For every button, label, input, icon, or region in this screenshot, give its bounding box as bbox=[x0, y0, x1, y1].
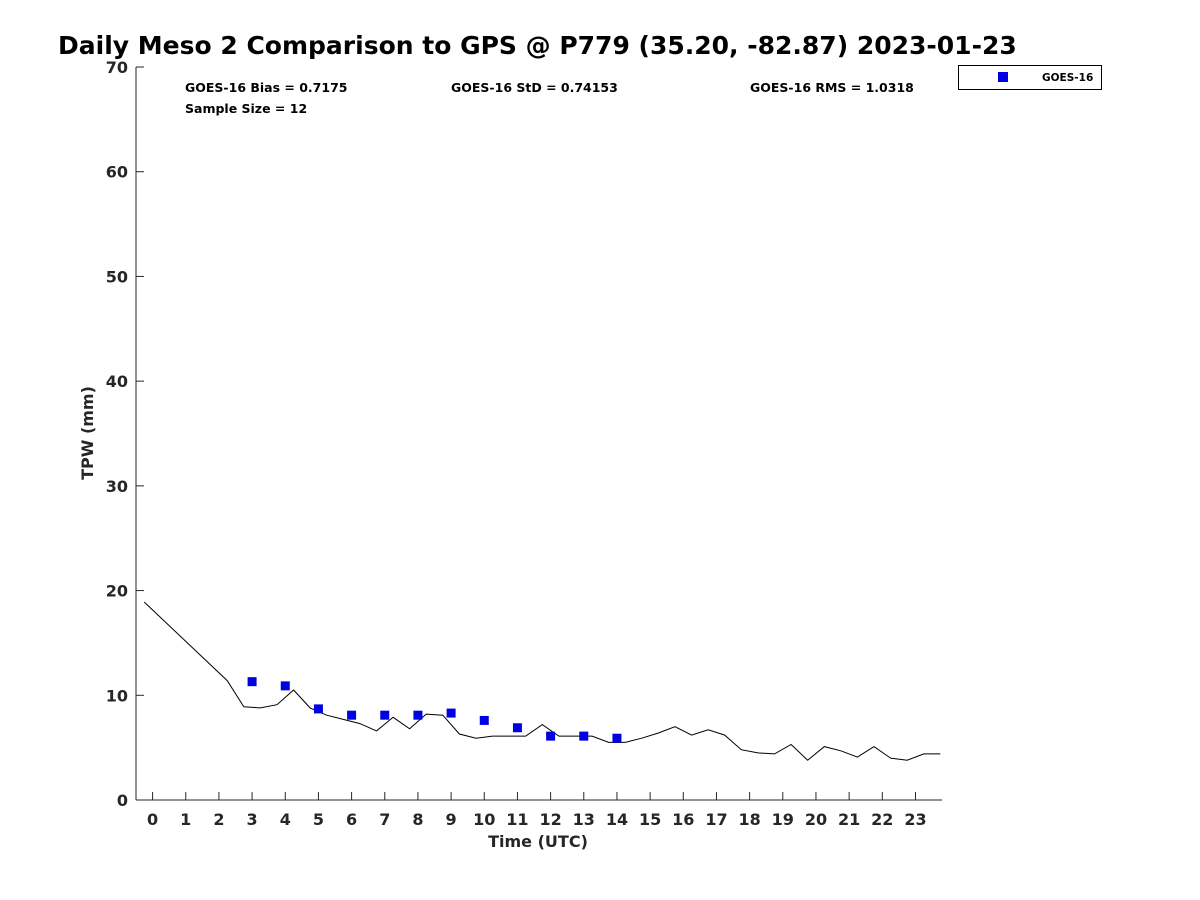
gps-line-series bbox=[143, 601, 941, 761]
goes16-point bbox=[612, 733, 622, 743]
y-tick-label: 0 bbox=[117, 791, 128, 810]
chart-title: Daily Meso 2 Comparison to GPS @ P779 (3… bbox=[58, 31, 1017, 60]
rms-stat: GOES-16 RMS = 1.0318 bbox=[750, 80, 914, 95]
sample-size-stat: Sample Size = 12 bbox=[185, 101, 307, 116]
x-tick-label: 15 bbox=[639, 810, 661, 829]
goes16-point bbox=[280, 681, 290, 691]
goes16-point bbox=[413, 710, 423, 720]
x-tick-label: 10 bbox=[473, 810, 495, 829]
x-tick-label: 18 bbox=[738, 810, 760, 829]
x-tick-label: 7 bbox=[379, 810, 390, 829]
x-tick-label: 14 bbox=[606, 810, 628, 829]
x-tick-label: 16 bbox=[672, 810, 694, 829]
x-tick-label: 11 bbox=[506, 810, 528, 829]
x-tick-label: 12 bbox=[539, 810, 561, 829]
x-tick-label: 2 bbox=[213, 810, 224, 829]
goes16-point bbox=[313, 704, 323, 714]
legend-marker-goes16 bbox=[998, 72, 1008, 82]
x-tick-label: 3 bbox=[247, 810, 258, 829]
y-tick-label: 20 bbox=[106, 582, 128, 601]
goes16-point bbox=[512, 723, 522, 733]
x-tick-label: 23 bbox=[904, 810, 926, 829]
x-tick-label: 4 bbox=[280, 810, 291, 829]
bias-stat: GOES-16 Bias = 0.7175 bbox=[185, 80, 347, 95]
x-tick-label: 20 bbox=[805, 810, 827, 829]
goes16-point bbox=[247, 677, 257, 687]
y-tick-label: 70 bbox=[106, 58, 128, 77]
y-tick-label: 30 bbox=[106, 477, 128, 496]
legend-box bbox=[958, 65, 1102, 90]
x-tick-label: 1 bbox=[180, 810, 191, 829]
x-tick-label: 8 bbox=[412, 810, 423, 829]
y-tick-label: 60 bbox=[106, 163, 128, 182]
goes16-point bbox=[579, 731, 589, 741]
x-tick-label: 22 bbox=[871, 810, 893, 829]
gps-tpw-line bbox=[143, 601, 941, 761]
x-axis-ticks: 0 1 2 3 4 5 6 7 8 9 10 11 12 13 14 15 16 17 18 19 20 21 22 23 bbox=[147, 792, 927, 829]
x-tick-label: 0 bbox=[147, 810, 158, 829]
goes16-point bbox=[446, 708, 456, 718]
x-tick-label: 9 bbox=[446, 810, 457, 829]
axes bbox=[135, 67, 942, 801]
goes16-point bbox=[380, 710, 390, 720]
x-axis-label: Time (UTC) bbox=[488, 832, 588, 851]
y-tick-label: 50 bbox=[106, 267, 128, 286]
legend: GOES-16 bbox=[958, 65, 1102, 90]
y-tick-label: 10 bbox=[106, 686, 128, 705]
y-tick-label: 40 bbox=[106, 372, 128, 391]
x-tick-label: 6 bbox=[346, 810, 357, 829]
x-tick-label: 5 bbox=[313, 810, 324, 829]
x-tick-label: 17 bbox=[705, 810, 727, 829]
goes16-point bbox=[479, 715, 489, 725]
x-tick-label: 19 bbox=[772, 810, 794, 829]
goes16-scatter-series bbox=[247, 677, 622, 743]
goes16-point bbox=[546, 731, 556, 741]
x-tick-label: 13 bbox=[573, 810, 595, 829]
x-tick-label: 21 bbox=[838, 810, 860, 829]
y-axis-ticks: 0 10 20 30 40 50 60 70 bbox=[106, 58, 144, 810]
y-axis-label: TPW (mm) bbox=[78, 386, 97, 480]
legend-label-goes16: GOES-16 bbox=[1042, 72, 1093, 84]
goes16-point bbox=[347, 710, 357, 720]
std-stat: GOES-16 StD = 0.74153 bbox=[451, 80, 618, 95]
